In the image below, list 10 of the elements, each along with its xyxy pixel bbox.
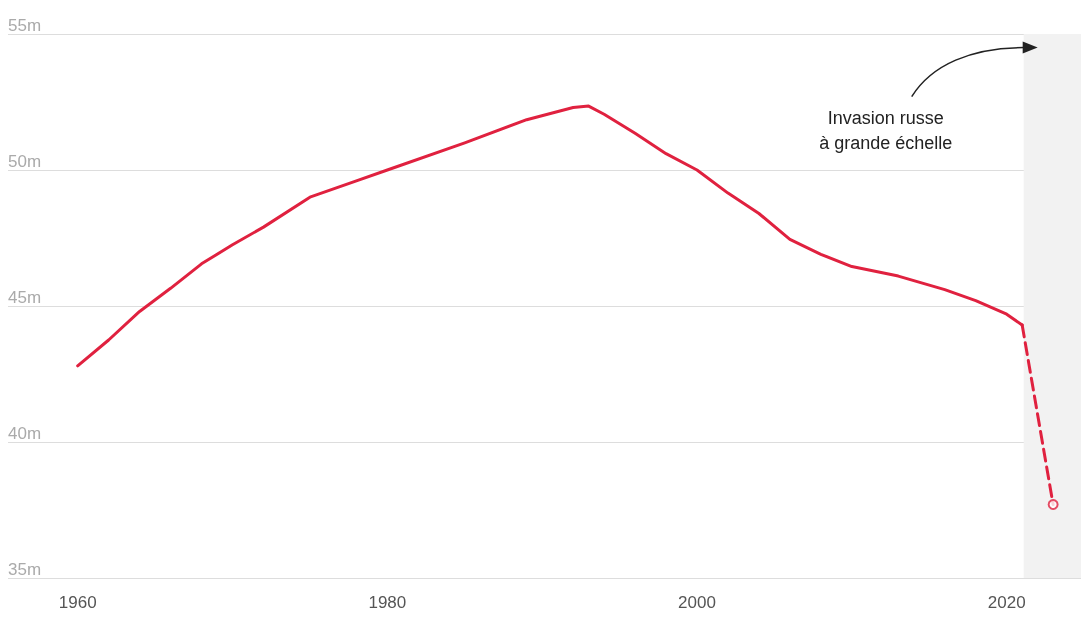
x-tick-label: 2020: [987, 593, 1026, 612]
x-tick-label: 1960: [58, 593, 97, 612]
annotation: Invasion russe à grande échelle: [819, 108, 953, 154]
y-tick-label: 55m: [8, 16, 42, 35]
y-tick-label: 45m: [8, 288, 42, 307]
x-tick-label: 1980: [368, 593, 407, 612]
x-tick-label: 2000: [678, 593, 716, 612]
y-tick-label: 40m: [8, 424, 42, 443]
y-tick-label: 50m: [8, 152, 42, 171]
y-tick-label: 35m: [8, 560, 42, 579]
